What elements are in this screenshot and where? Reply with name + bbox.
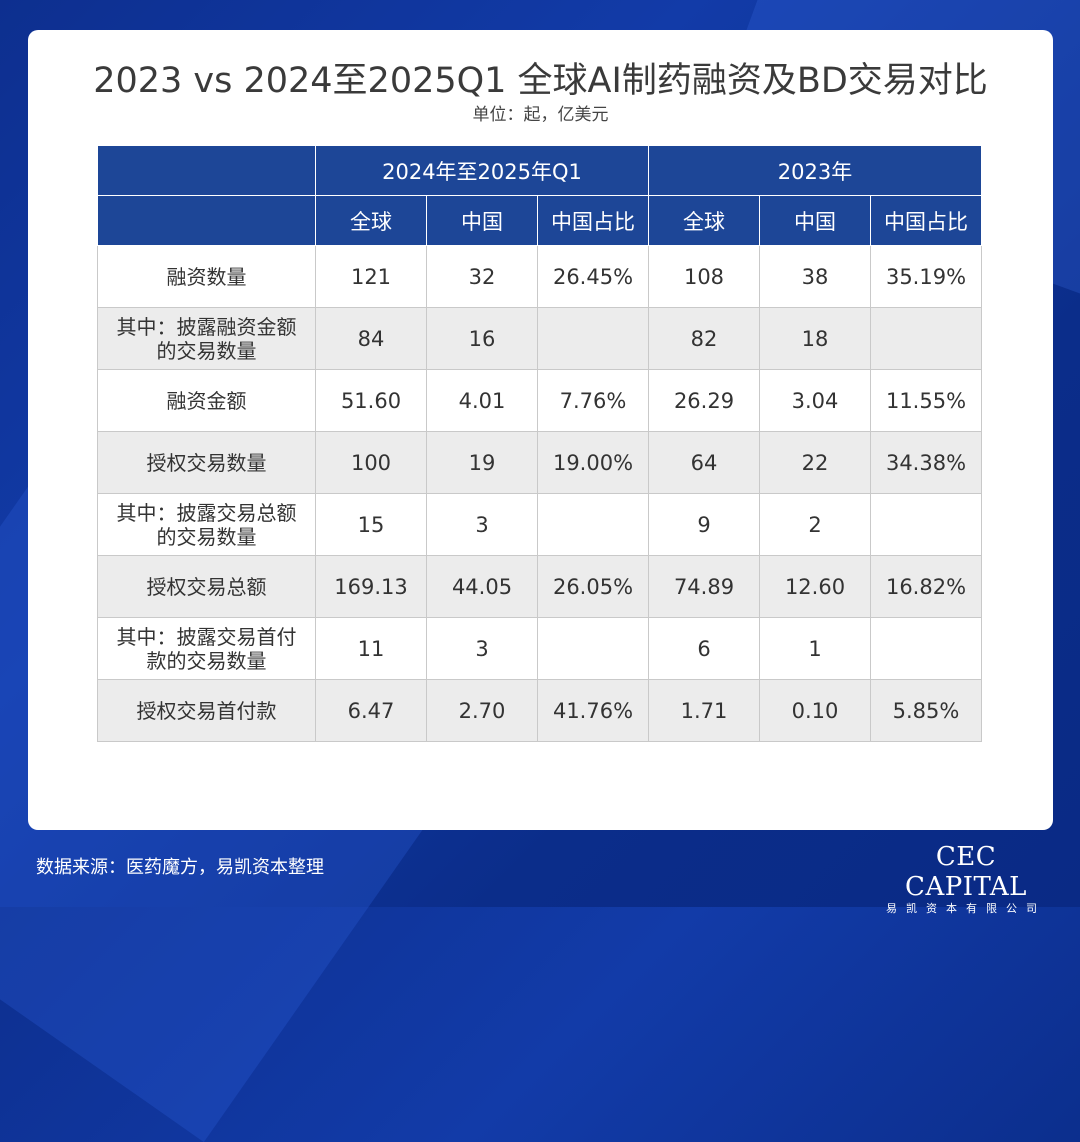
table-cell (537, 493, 649, 556)
table-row: 授权交易首付款 6.47 2.70 41.76% 1.71 0.10 5.85% (97, 679, 982, 742)
table-cell: 41.76% (537, 679, 649, 742)
table-cell: 16 (426, 307, 538, 370)
chart-subtitle: 单位：起，亿美元 (472, 105, 609, 125)
corner-header-cell (97, 195, 316, 246)
table-row: 其中：披露交易总额 的交易数量 15 3 9 2 (97, 493, 982, 556)
cec-capital-logo: CEC CAPITAL 易凯资本有限公司 (876, 842, 1056, 916)
column-group-header: 2023年 (648, 145, 982, 196)
table-cell: 84 (315, 307, 427, 370)
corner-header-cell (97, 145, 316, 196)
row-label: 授权交易数量 (97, 431, 316, 494)
logo-subtitle: 易凯资本有限公司 (886, 902, 1046, 915)
table-row: 其中：披露交易首付 款的交易数量 11 3 6 1 (97, 617, 982, 680)
row-label: 授权交易首付款 (97, 679, 316, 742)
table-cell: 6.47 (315, 679, 427, 742)
table-cell: 1 (759, 617, 871, 680)
table-cell (870, 617, 982, 680)
table-cell: 7.76% (537, 369, 649, 432)
table-cell: 108 (648, 245, 760, 308)
column-group-header: 2024年至2025年Q1 (315, 145, 649, 196)
table-cell: 34.38% (870, 431, 982, 494)
table-cell: 35.19% (870, 245, 982, 308)
table-cell: 22 (759, 431, 871, 494)
column-header: 全球 (315, 195, 427, 246)
table-row: 其中：披露融资金额 的交易数量 84 16 82 18 (97, 307, 982, 370)
table-cell: 6 (648, 617, 760, 680)
row-label: 其中：披露融资金额 的交易数量 (97, 307, 316, 370)
column-header: 中国 (759, 195, 871, 246)
table-row: 授权交易数量 100 19 19.00% 64 22 34.38% (97, 431, 982, 494)
row-label: 授权交易总额 (97, 555, 316, 618)
table-cell: 3 (426, 493, 538, 556)
table-cell (537, 307, 649, 370)
column-header: 全球 (648, 195, 760, 246)
table-cell (537, 617, 649, 680)
table-cell: 26.45% (537, 245, 649, 308)
data-table: 2024年至2025年Q1 2023年 全球 中国 中国占比 全球 中国 中国占… (97, 145, 982, 742)
table-cell: 51.60 (315, 369, 427, 432)
table-cell: 100 (315, 431, 427, 494)
table-cell: 15 (315, 493, 427, 556)
logo-wordmark: CEC CAPITAL (905, 842, 1027, 902)
table-cell: 74.89 (648, 555, 760, 618)
table-cell: 44.05 (426, 555, 538, 618)
table-cell (870, 493, 982, 556)
table-cell: 19.00% (537, 431, 649, 494)
table-cell: 19 (426, 431, 538, 494)
table-row: 授权交易总额 169.13 44.05 26.05% 74.89 12.60 16.82% (97, 555, 982, 618)
row-label: 其中：披露交易首付 款的交易数量 (97, 617, 316, 680)
row-label: 融资金额 (97, 369, 316, 432)
chart-card: 2023 vs 2024至2025Q1 全球AI制药融资及BD交易对比 单位：起… (28, 30, 1053, 830)
table-cell: 16.82% (870, 555, 982, 618)
table-cell: 169.13 (315, 555, 427, 618)
data-source-note: 数据来源：医药魔方，易凯资本整理 (36, 857, 324, 878)
table-cell: 3 (426, 617, 538, 680)
table-row: 融资金额 51.60 4.01 7.76% 26.29 3.04 11.55% (97, 369, 982, 432)
table-cell: 64 (648, 431, 760, 494)
column-header: 中国占比 (870, 195, 982, 246)
table-cell: 26.29 (648, 369, 760, 432)
table-cell: 1.71 (648, 679, 760, 742)
chart-title: 2023 vs 2024至2025Q1 全球AI制药融资及BD交易对比 (93, 61, 988, 101)
table-body: 融资数量 121 32 26.45% 108 38 35.19% 其中：披露融资金额 的交易数… (97, 245, 982, 742)
table-cell: 4.01 (426, 369, 538, 432)
table-cell: 26.05% (537, 555, 649, 618)
table-cell: 5.85% (870, 679, 982, 742)
table-cell: 2 (759, 493, 871, 556)
table-cell: 121 (315, 245, 427, 308)
table-cell: 2.70 (426, 679, 538, 742)
table-cell: 3.04 (759, 369, 871, 432)
row-label: 其中：披露交易总额 的交易数量 (97, 493, 316, 556)
table-cell: 12.60 (759, 555, 871, 618)
column-header: 中国 (426, 195, 538, 246)
table-cell: 11 (315, 617, 427, 680)
table-cell: 82 (648, 307, 760, 370)
table-cell: 32 (426, 245, 538, 308)
table-cell: 9 (648, 493, 760, 556)
table-cell: 18 (759, 307, 871, 370)
row-label: 融资数量 (97, 245, 316, 308)
column-header: 中国占比 (537, 195, 649, 246)
table-cell (870, 307, 982, 370)
table-cell: 11.55% (870, 369, 982, 432)
table-cell: 0.10 (759, 679, 871, 742)
table-row: 融资数量 121 32 26.45% 108 38 35.19% (97, 245, 982, 308)
table-cell: 38 (759, 245, 871, 308)
